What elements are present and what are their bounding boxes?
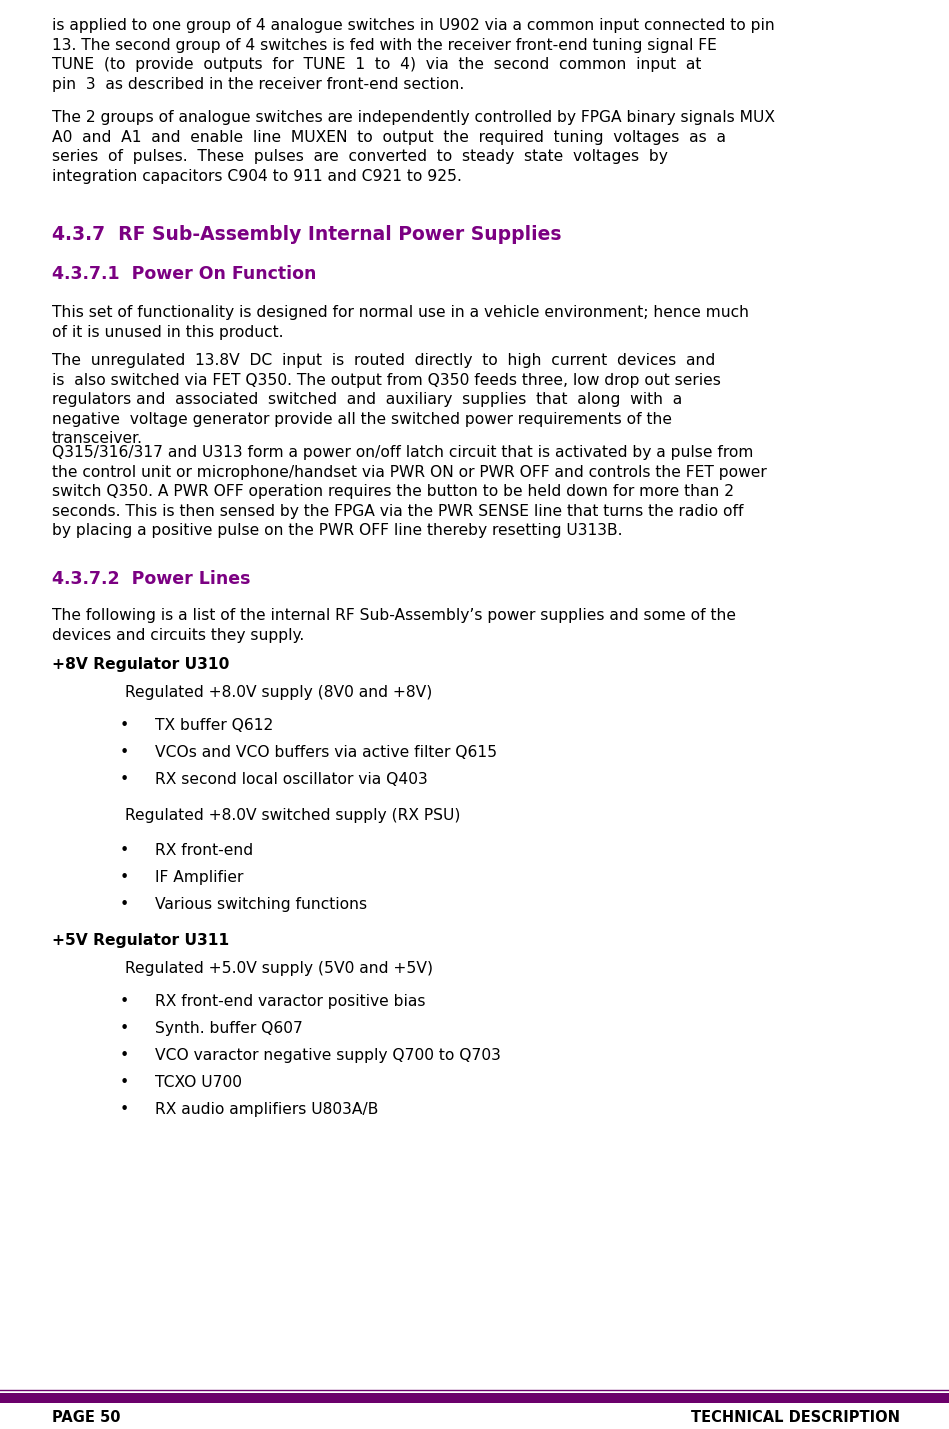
Text: RX front-end varactor positive bias: RX front-end varactor positive bias [155,995,425,1009]
Text: series  of  pulses.  These  pulses  are  converted  to  steady  state  voltages : series of pulses. These pulses are conve… [52,149,668,164]
Text: devices and circuits they supply.: devices and circuits they supply. [52,627,305,643]
Text: is applied to one group of 4 analogue switches in U902 via a common input connec: is applied to one group of 4 analogue sw… [52,19,774,33]
Text: negative  voltage generator provide all the switched power requirements of the: negative voltage generator provide all t… [52,412,672,427]
Text: •: • [120,995,129,1009]
Text: seconds. This is then sensed by the FPGA via the PWR SENSE line that turns the r: seconds. This is then sensed by the FPGA… [52,504,743,519]
Text: TCXO U700: TCXO U700 [155,1075,242,1090]
Text: A0  and  A1  and  enable  line  MUXEN  to  output  the  required  tuning  voltag: A0 and A1 and enable line MUXEN to outpu… [52,130,726,144]
Text: TX buffer Q612: TX buffer Q612 [155,717,273,733]
Text: •: • [120,1047,129,1063]
Text: 4.3.7.1  Power On Function: 4.3.7.1 Power On Function [52,264,316,283]
Text: The following is a list of the internal RF Sub-Assembly’s power supplies and som: The following is a list of the internal … [52,607,736,623]
Text: RX second local oscillator via Q403: RX second local oscillator via Q403 [155,772,428,787]
Text: RX front-end: RX front-end [155,843,253,857]
Text: VCOs and VCO buffers via active filter Q615: VCOs and VCO buffers via active filter Q… [155,745,497,760]
Text: •: • [120,717,129,733]
Text: •: • [120,897,129,912]
Text: 13. The second group of 4 switches is fed with the receiver front-end tuning sig: 13. The second group of 4 switches is fe… [52,37,716,53]
Text: Regulated +8.0V switched supply (RX PSU): Regulated +8.0V switched supply (RX PSU) [125,807,460,823]
Text: TECHNICAL DESCRIPTION: TECHNICAL DESCRIPTION [691,1410,900,1425]
Text: Synth. buffer Q607: Synth. buffer Q607 [155,1020,303,1036]
Text: The  unregulated  13.8V  DC  input  is  routed  directly  to  high  current  dev: The unregulated 13.8V DC input is routed… [52,353,716,369]
Text: integration capacitors C904 to 911 and C921 to 925.: integration capacitors C904 to 911 and C… [52,169,462,184]
Text: •: • [120,1102,129,1117]
Text: TUNE  (to  provide  outputs  for  TUNE  1  to  4)  via  the  second  common  inp: TUNE (to provide outputs for TUNE 1 to 4… [52,57,701,73]
Text: •: • [120,1020,129,1036]
Text: •: • [120,843,129,857]
Text: •: • [120,772,129,787]
Text: PAGE 50: PAGE 50 [52,1410,121,1425]
Text: This set of functionality is designed for normal use in a vehicle environment; h: This set of functionality is designed fo… [52,304,749,320]
Text: RX audio amplifiers U803A/B: RX audio amplifiers U803A/B [155,1102,379,1117]
Text: Regulated +8.0V supply (8V0 and +8V): Regulated +8.0V supply (8V0 and +8V) [125,684,432,700]
Text: •: • [120,1075,129,1090]
Text: +8V Regulator U310: +8V Regulator U310 [52,657,230,672]
Text: VCO varactor negative supply Q700 to Q703: VCO varactor negative supply Q700 to Q70… [155,1047,501,1063]
Text: Regulated +5.0V supply (5V0 and +5V): Regulated +5.0V supply (5V0 and +5V) [125,960,433,976]
Text: Various switching functions: Various switching functions [155,897,367,912]
Text: The 2 groups of analogue switches are independently controlled by FPGA binary si: The 2 groups of analogue switches are in… [52,110,775,124]
Bar [0,1393,949,1403]
Text: switch Q350. A PWR OFF operation requires the button to be held down for more th: switch Q350. A PWR OFF operation require… [52,484,734,499]
Text: Q315/316/317 and U313 form a power on/off latch circuit that is activated by a p: Q315/316/317 and U313 form a power on/of… [52,444,754,460]
Text: transceiver.: transceiver. [52,432,143,446]
Text: regulators and  associated  switched  and  auxiliary  supplies  that  along  wit: regulators and associated switched and a… [52,392,682,407]
Text: IF Amplifier: IF Amplifier [155,870,243,885]
Text: is  also switched via FET Q350. The output from Q350 feeds three, low drop out s: is also switched via FET Q350. The outpu… [52,373,721,387]
Text: of it is unused in this product.: of it is unused in this product. [52,324,284,340]
Text: +5V Regulator U311: +5V Regulator U311 [52,933,230,947]
Text: pin  3  as described in the receiver front-end section.: pin 3 as described in the receiver front… [52,77,464,91]
Text: the control unit or microphone/handset via PWR ON or PWR OFF and controls the FE: the control unit or microphone/handset v… [52,464,767,480]
Text: 4.3.7.2  Power Lines: 4.3.7.2 Power Lines [52,570,251,587]
Text: •: • [120,745,129,760]
Text: •: • [120,870,129,885]
Text: by placing a positive pulse on the PWR OFF line thereby resetting U313B.: by placing a positive pulse on the PWR O… [52,523,623,539]
Text: 4.3.7  RF Sub-Assembly Internal Power Supplies: 4.3.7 RF Sub-Assembly Internal Power Sup… [52,224,562,244]
